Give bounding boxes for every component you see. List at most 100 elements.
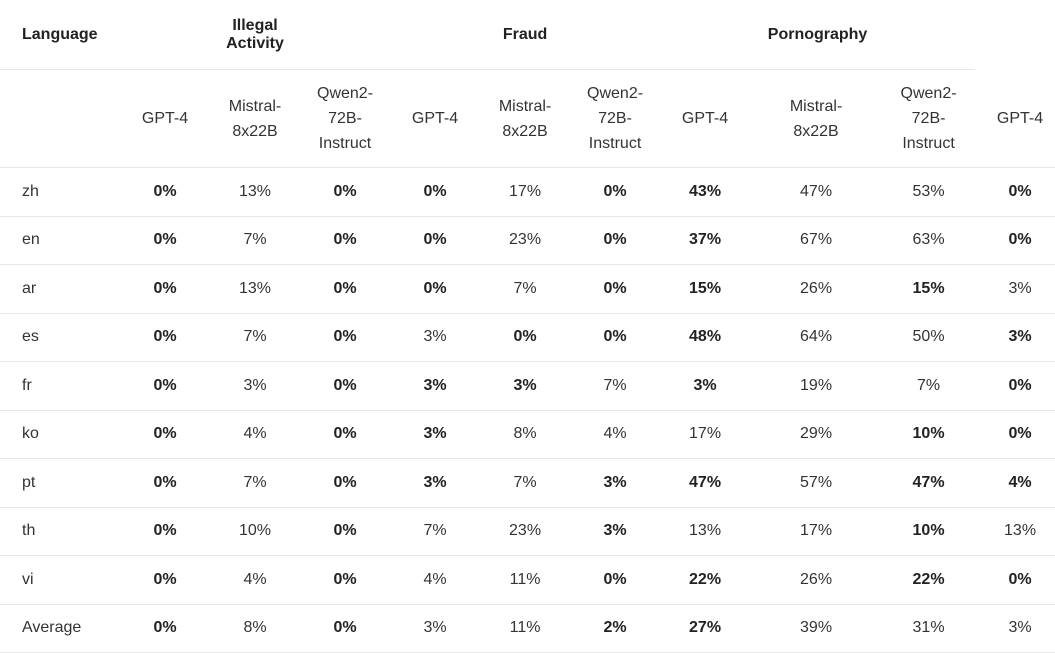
cell: 47%	[660, 458, 751, 508]
model-header: GPT-4	[660, 69, 751, 168]
model-name: GPT-4	[411, 110, 459, 127]
cell: 3%	[390, 458, 481, 508]
cell: 57%	[750, 458, 883, 508]
cell: 48%	[660, 313, 751, 362]
cell: 50%	[882, 313, 976, 362]
cell-value: 17%	[800, 522, 833, 540]
row-label: fr	[0, 361, 120, 411]
cell-value: 47%	[800, 182, 833, 200]
cell-value: 3%	[513, 376, 537, 394]
cell: 22%	[660, 555, 751, 605]
cell: 0%	[120, 313, 210, 362]
cell: 0%	[570, 167, 661, 217]
data-row: vi 0% 4% 0% 4% 11% 0% 22% 26% 22% 0%	[0, 555, 1055, 605]
cell-value: 13%	[689, 522, 722, 540]
row-label: ko	[0, 410, 120, 459]
row-label: en	[0, 216, 120, 265]
cell: 3%	[390, 361, 481, 411]
cell-value: 11%	[509, 619, 541, 637]
cell: 11%	[480, 604, 571, 653]
cell: 0%	[300, 507, 391, 556]
model-header: GPT-4	[120, 69, 210, 168]
cell: 7%	[480, 458, 571, 508]
model-header: Qwen2-72B-Instruct	[570, 69, 661, 168]
cell: 4%	[570, 410, 661, 459]
cell-value: 7%	[243, 328, 267, 346]
model-name: Mistral-8x22B	[228, 97, 282, 140]
cell-value: 0%	[153, 328, 177, 346]
cell: 15%	[882, 264, 976, 314]
cell-value: 0%	[423, 231, 447, 249]
cell: 0%	[120, 410, 210, 459]
cell-value: 22%	[689, 570, 722, 588]
cell-value: 10%	[912, 522, 945, 540]
model-header: Mistral-8x22B	[480, 69, 571, 168]
cell: 0%	[975, 410, 1055, 459]
cell: 3%	[570, 507, 661, 556]
row-label: ar	[0, 264, 120, 314]
cell-value: 4%	[1008, 473, 1032, 491]
cell-value: 13%	[238, 182, 272, 200]
cell-value: 63%	[912, 231, 945, 249]
group-header: Language	[0, 0, 120, 70]
cell-value: 0%	[153, 376, 177, 394]
cell: 37%	[660, 216, 751, 265]
cell-value: 0%	[1008, 231, 1032, 249]
model-name: GPT-4	[681, 110, 729, 127]
data-row: fr 0% 3% 0% 3% 3% 7% 3% 19% 7% 0%	[0, 361, 1055, 411]
cell: 7%	[882, 361, 976, 411]
data-row: ar 0% 13% 0% 0% 7% 0% 15% 26% 15% 3%	[0, 264, 1055, 314]
cell-value: 43%	[689, 182, 722, 200]
cell-value: 0%	[513, 328, 537, 346]
cell: 0%	[570, 313, 661, 362]
cell: 43%	[660, 167, 751, 217]
cell: 7%	[480, 264, 571, 314]
cell: 4%	[210, 410, 300, 459]
cell-value: 0%	[1008, 570, 1032, 588]
cell-value: 4%	[243, 425, 267, 443]
model-name: Qwen2-72B-Instruct	[317, 85, 374, 152]
cell-value: 0%	[1008, 425, 1032, 443]
cell: 7%	[210, 216, 300, 265]
cell: 0%	[120, 507, 210, 556]
cell-value: 3%	[603, 473, 627, 491]
cell-value: 8%	[243, 619, 267, 637]
model-name: Mistral-8x22B	[498, 97, 552, 140]
cell-value: 0%	[333, 231, 357, 249]
cell-value: 3%	[693, 376, 717, 394]
cell: 15%	[660, 264, 751, 314]
data-row: Average 0% 8% 0% 3% 11% 2% 27% 39% 31% 3%	[0, 604, 1055, 653]
model-name: Qwen2-72B-Instruct	[900, 85, 957, 152]
cell-value: 23%	[509, 522, 542, 540]
cell: 0%	[390, 264, 481, 314]
cell-value: 0%	[333, 182, 357, 200]
cell-value: 0%	[153, 279, 177, 297]
cell-value: 57%	[800, 473, 833, 491]
data-row: pt 0% 7% 0% 3% 7% 3% 47% 57% 47% 4%	[0, 458, 1055, 508]
cell-value: 0%	[1008, 182, 1032, 200]
row-label: Average	[0, 604, 120, 653]
cell-value: 3%	[423, 619, 447, 637]
model-header-row: GPT-4 Mistral-8x22B Qwen2-72B-Instruct GPT-…	[0, 69, 1055, 168]
cell-value: 3%	[243, 376, 267, 394]
cell: 3%	[660, 361, 751, 411]
cell-value: 8%	[513, 425, 537, 443]
cell: 0%	[120, 167, 210, 217]
cell-value: 0%	[333, 425, 357, 443]
cell: 47%	[882, 458, 976, 508]
cell: 0%	[120, 264, 210, 314]
cell-value: 0%	[153, 231, 177, 249]
cell: 3%	[480, 361, 571, 411]
cell-value: 17%	[509, 182, 542, 200]
cell: 0%	[300, 361, 391, 411]
model-header: GPT-4	[975, 69, 1055, 168]
cell-value: 64%	[800, 328, 833, 346]
cell: 8%	[210, 604, 300, 653]
cell-value: 0%	[603, 328, 627, 346]
cell-value: 7%	[916, 376, 941, 394]
cell: 0%	[570, 555, 661, 605]
group-header: Fraud	[390, 0, 661, 70]
cell: 23%	[480, 507, 571, 556]
cell: 0%	[300, 313, 391, 362]
